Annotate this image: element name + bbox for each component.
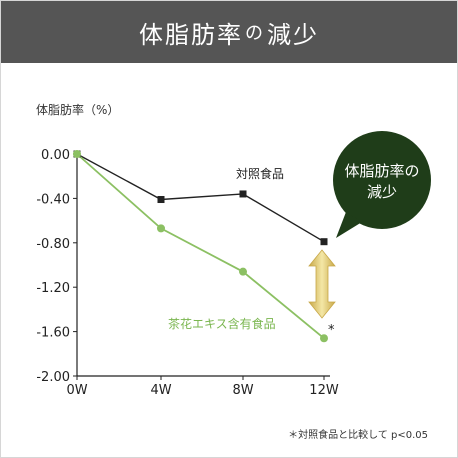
x-ticks: 0W 4W 8W 12W — [66, 376, 339, 398]
series-label-control: 対照食品 — [236, 166, 284, 181]
y-tick-label: -1.60 — [36, 326, 70, 341]
footnote: ＊対照食品と比較して p<0.05 — [288, 428, 428, 441]
control-data-point — [320, 238, 328, 246]
y-tick-label: 0.00 — [41, 148, 70, 163]
badge-circle — [333, 131, 431, 229]
tea-data-point — [239, 267, 247, 276]
tea-data-point — [73, 150, 81, 158]
x-tick-label: 8W — [232, 383, 253, 398]
header-title-main: 体脂肪率 — [139, 20, 243, 49]
control-data-point — [239, 190, 247, 198]
badge-line-1: 体脂肪率の — [344, 162, 419, 180]
chart-header: 体脂肪率 の 減少 — [1, 1, 457, 63]
control-data-point — [157, 196, 165, 204]
y-tick-label: -0.80 — [36, 237, 70, 252]
series-line-control — [76, 153, 325, 243]
header-title-particle: の — [245, 23, 265, 44]
y-tick-label: -1.20 — [36, 281, 70, 296]
y-tick-label: -2.00 — [36, 370, 70, 385]
y-ticks: 0.00 -0.40 -0.80 -1.20 -1.60 -2.00 — [36, 148, 77, 385]
double-arrow-icon — [308, 249, 336, 319]
series-label-tea: 茶花エキス含有食品 — [168, 316, 276, 331]
series-line-tea — [76, 153, 325, 339]
tea-data-point — [320, 334, 328, 343]
x-tick-label: 4W — [150, 383, 171, 398]
y-tick-label: -0.40 — [36, 192, 70, 207]
badge-line-2: 減少 — [367, 183, 397, 201]
significance-mark: * — [328, 323, 335, 338]
series-points — [73, 150, 328, 343]
y-axis-title: 体脂肪率（%） — [36, 102, 119, 117]
comparison-arrow — [308, 249, 336, 319]
header-title-end: 減少 — [267, 20, 319, 49]
badge-pointer — [336, 212, 362, 238]
tea-data-point — [157, 224, 165, 233]
x-tick-label: 12W — [309, 383, 339, 398]
series-lines — [76, 153, 325, 339]
callout-badge: 体脂肪率の 減少 — [333, 131, 431, 238]
x-tick-label: 0W — [66, 383, 87, 398]
